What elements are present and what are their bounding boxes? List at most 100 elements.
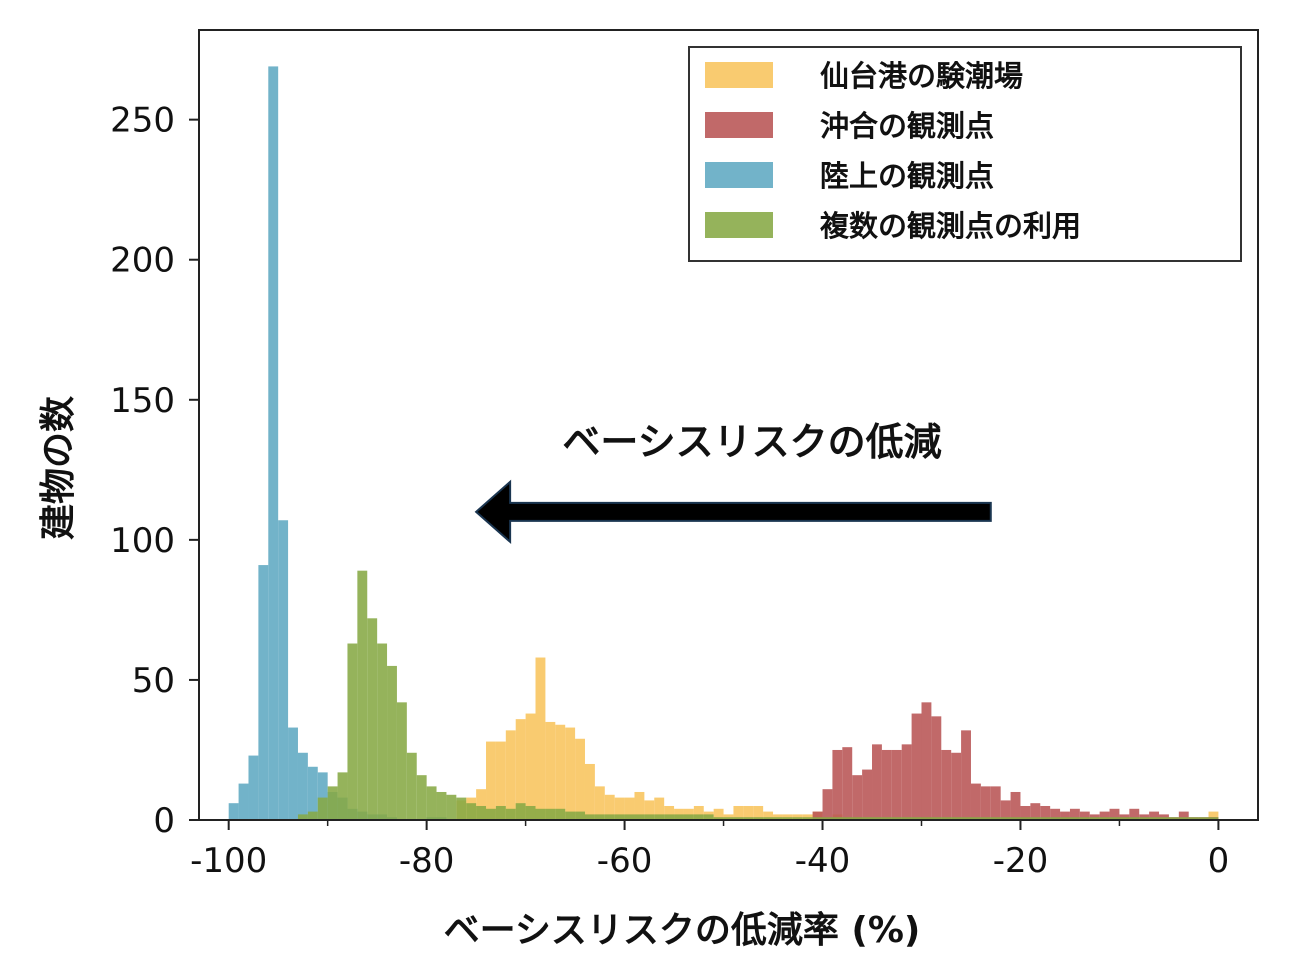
- histogram-bar: [367, 618, 378, 820]
- histogram-bar: [773, 817, 783, 820]
- histogram-bar: [990, 817, 1001, 820]
- histogram-bar: [990, 786, 1001, 820]
- histogram-bar: [297, 752, 308, 820]
- histogram-bar: [258, 565, 269, 820]
- histogram-bar: [911, 713, 922, 820]
- x-tick-label: -100: [190, 841, 267, 881]
- histogram-bar: [881, 749, 892, 820]
- histogram-bar: [644, 814, 655, 820]
- histogram-bar: [515, 719, 526, 820]
- histogram-bar: [604, 794, 615, 820]
- histogram-bar: [634, 791, 645, 820]
- histogram-bar: [872, 817, 882, 820]
- histogram-bar: [278, 520, 289, 820]
- histogram-bar: [901, 817, 912, 820]
- histogram-bar: [891, 749, 902, 820]
- histogram-bar: [337, 772, 348, 820]
- histogram-bar: [980, 817, 991, 820]
- histogram-bar: [1020, 817, 1031, 820]
- y-tick-label: 200: [110, 241, 175, 281]
- series-2-bars: [812, 702, 1219, 820]
- histogram-bar: [1178, 817, 1189, 820]
- histogram-bar: [881, 817, 892, 820]
- x-axis-ticks: -100 -80 -60 -40 -20 0: [190, 820, 1229, 881]
- histogram-bar: [624, 814, 635, 820]
- histogram-bar: [941, 749, 952, 820]
- legend-swatch: [705, 162, 773, 188]
- histogram-bar: [456, 797, 467, 820]
- histogram-bar: [1168, 817, 1179, 820]
- histogram-bar: [644, 800, 655, 820]
- histogram-bar: [1010, 817, 1021, 820]
- x-tick-label: -40: [795, 841, 851, 881]
- histogram-bar: [416, 775, 427, 820]
- histogram-bar: [822, 817, 833, 820]
- legend-swatch: [705, 62, 773, 88]
- histogram-bar: [594, 786, 605, 820]
- histogram-bar: [347, 643, 358, 820]
- histogram-bar: [476, 789, 487, 820]
- histogram-bar: [911, 817, 922, 820]
- histogram-bar: [614, 814, 625, 820]
- histogram-bar: [1040, 805, 1051, 820]
- histogram-bar: [1139, 817, 1150, 820]
- histogram-bar: [535, 808, 546, 820]
- histogram-bar: [248, 755, 259, 820]
- histogram-bar: [980, 786, 991, 820]
- y-tick-label: 100: [110, 521, 175, 561]
- histogram-bar: [1149, 817, 1160, 820]
- histogram-bar: [1198, 817, 1209, 820]
- histogram-bar: [1079, 811, 1090, 820]
- histogram-bar: [951, 817, 962, 820]
- histogram-bar: [584, 814, 595, 820]
- histogram-bar: [565, 811, 576, 820]
- histogram-bar: [297, 814, 308, 820]
- histogram-bar: [228, 803, 239, 820]
- histogram-bar: [307, 811, 318, 820]
- histogram-bar: [268, 66, 279, 820]
- histogram-bar: [575, 738, 585, 820]
- histogram-bar: [901, 744, 912, 820]
- histogram-bar: [852, 775, 863, 820]
- histogram-bar: [1079, 817, 1090, 820]
- legend-swatch: [705, 212, 773, 238]
- histogram-bar: [1020, 805, 1031, 820]
- histogram-bar: [288, 727, 298, 820]
- histogram-bar: [862, 769, 873, 820]
- histogram-bar: [1159, 817, 1169, 820]
- histogram-bar: [1188, 817, 1199, 820]
- histogram-bar: [1069, 808, 1080, 820]
- histogram-bar: [703, 814, 714, 820]
- histogram-bar: [307, 766, 318, 820]
- histogram-bar: [486, 741, 496, 820]
- histogram-bar: [238, 783, 249, 820]
- legend-label: 仙台港の験潮場: [820, 59, 1023, 93]
- histogram-bar: [396, 702, 407, 820]
- histogram-bar: [545, 721, 556, 820]
- histogram-bar: [466, 803, 477, 820]
- histogram-bar: [594, 814, 605, 820]
- histogram-bar: [555, 724, 566, 820]
- histogram-bar: [654, 814, 665, 820]
- y-axis-label: 建物の数: [38, 396, 79, 540]
- histogram-bar: [664, 805, 675, 820]
- annotation: ベーシスリスクの低減: [474, 420, 992, 545]
- histogram-bar: [723, 817, 734, 820]
- histogram-bar: [832, 817, 843, 820]
- arrow-shape: [474, 479, 992, 545]
- histogram-bar: [555, 808, 566, 820]
- histogram-bar: [525, 805, 536, 820]
- histogram-bar: [743, 817, 754, 820]
- histogram-bar: [357, 570, 368, 820]
- series-4-bars: [297, 570, 1219, 820]
- histogram-bar: [515, 803, 526, 820]
- histogram-bar: [634, 814, 645, 820]
- histogram-bar: [426, 786, 437, 820]
- histogram-bar: [1000, 800, 1011, 820]
- histogram-bar: [743, 805, 754, 820]
- histogram-bar: [1149, 811, 1160, 820]
- histogram-bar: [842, 817, 853, 820]
- histogram-bar: [1010, 791, 1021, 820]
- histogram-bar: [614, 797, 625, 820]
- histogram-bar: [852, 817, 863, 820]
